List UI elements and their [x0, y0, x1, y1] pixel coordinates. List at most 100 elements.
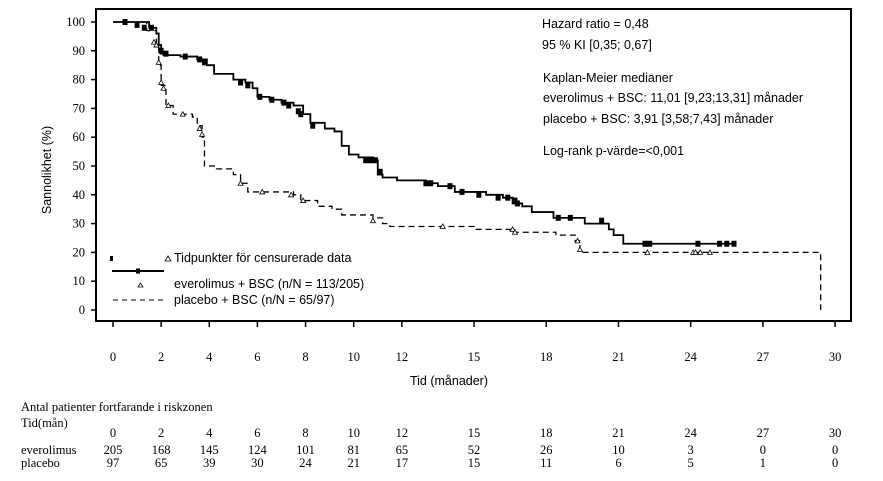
risk-table-time: 24 [684, 426, 697, 440]
risk-table-placebo-count: 11 [540, 456, 553, 470]
risk-table-time: 30 [828, 426, 842, 440]
x-tick-label: 4 [206, 350, 213, 364]
placebo-censor-mark [150, 38, 158, 45]
x-tick-label: 18 [540, 350, 553, 364]
risk-table-placebo-count: 65 [154, 456, 168, 470]
risk-table-everolimus-count: 0 [831, 443, 839, 457]
everolimus-censor-mark [286, 102, 292, 109]
everolimus-censor-mark [201, 59, 207, 66]
everolimus-censor-mark [134, 21, 140, 28]
risk-table-time: 6 [254, 426, 261, 440]
y-axis-label: Sannolikhet (%) [40, 126, 54, 214]
y-tick-label: 80 [73, 73, 86, 87]
everolimus-censor-mark [197, 56, 203, 63]
legend-censor-square-icon [110, 256, 113, 261]
everolimus-censor-mark [141, 24, 147, 31]
risk-table-placebo-count: 0 [831, 456, 839, 470]
risk-table-time: 15 [467, 426, 481, 440]
x-tick-label: 15 [468, 350, 481, 364]
x-tick-label: 21 [612, 350, 625, 364]
legend-placebo-label: placebo + BSC (n/N = 65/97) [174, 293, 335, 307]
everolimus-censor-mark [514, 200, 520, 207]
everolimus-censor-mark [245, 82, 251, 89]
x-tick-label: 12 [396, 350, 409, 364]
everolimus-censor-mark [310, 122, 316, 129]
everolimus-censor-mark [163, 50, 169, 57]
everolimus-censor-mark [257, 93, 263, 100]
placebo-censor-mark [369, 217, 377, 224]
risk-table-time: 21 [612, 426, 625, 440]
legend-everolimus-marker-icon [136, 268, 140, 274]
placebo-censor-mark [576, 246, 584, 252]
placebo-censor-mark [237, 179, 244, 186]
risk-table-everolimus-count: 10 [612, 443, 625, 457]
risk-table-everolimus-count: 205 [103, 443, 123, 457]
everolimus-censor-mark [567, 214, 573, 221]
y-tick-label: 0 [79, 303, 85, 317]
y-tick-label: 100 [66, 15, 85, 29]
risk-table-everolimus-count: 0 [759, 443, 766, 457]
placebo-censor-mark [155, 58, 162, 65]
annotation-box: Hazard ratio = 0,48 95 % KI [0,35; 0,67]… [542, 17, 803, 158]
placebo-censor-mark [198, 130, 206, 137]
everolimus-censor-mark [269, 96, 275, 103]
risk-table-placebo-count: 24 [299, 456, 312, 470]
risk-table-time: 8 [302, 426, 309, 440]
risk-table-placebo-count: 5 [687, 456, 694, 470]
placebo-censor-mark [259, 188, 266, 195]
x-tick-label: 0 [110, 350, 116, 364]
x-tick-label: 27 [757, 350, 770, 364]
risk-table-time: 27 [756, 426, 770, 440]
everolimus-censor-mark [476, 191, 482, 198]
risk-table-placebo-count: 17 [395, 456, 409, 470]
everolimus-censor-mark [505, 194, 511, 201]
x-tick-label: 30 [829, 350, 842, 364]
everolimus-censor-mark [459, 188, 465, 195]
placebo-censor-mark [692, 249, 699, 255]
risk-table-time-label: Tid(mån) [21, 416, 68, 430]
everolimus-censor-mark [495, 194, 501, 201]
km-medians-title: Kaplan-Meier medianer [543, 71, 673, 85]
placebo-censor-mark [697, 249, 704, 255]
placebo-censor-mark [299, 197, 307, 203]
legend-everolimus-label: everolimus + BSC (n/N = 113/205) [174, 277, 364, 291]
everolimus-censor-mark [281, 99, 287, 106]
logrank-text: Log-rank p-värde=<0,001 [543, 144, 684, 158]
risk-table-time: 0 [109, 426, 117, 440]
km-median-everolimus: everolimus + BSC: 11,01 [9,23;13,31] mån… [543, 91, 803, 105]
everolimus-censor-mark [363, 157, 369, 164]
placebo-censor-mark [706, 249, 714, 255]
everolimus-censor-mark [423, 180, 429, 187]
x-tick-label: 2 [158, 350, 164, 364]
y-tick-label: 10 [73, 274, 86, 288]
risk-table-everolimus-count: 26 [540, 443, 553, 457]
y-tick-label: 30 [73, 217, 86, 231]
risk-table-time: 12 [395, 426, 409, 440]
risk-table-title: Antal patienter fortfarande i riskzonen [21, 400, 213, 414]
confidence-interval-text: 95 % KI [0,35; 0,67] [542, 38, 652, 52]
everolimus-censor-mark [377, 168, 383, 175]
risk-table-placebo-count: 21 [347, 456, 360, 470]
risk-table-placebo-count: 97 [106, 456, 120, 470]
risk-table-time: 4 [206, 426, 213, 440]
placebo-censor-mark [287, 191, 295, 198]
everolimus-censor-mark [717, 240, 723, 247]
x-tick-label: 8 [302, 350, 308, 364]
x-tick-label: 6 [254, 350, 260, 364]
legend-censor-triangle-icon [164, 255, 172, 262]
x-axis: 0 2 4 6 8 10 12 15 18 21 24 27 30 [110, 321, 841, 364]
everolimus-censor-mark [238, 79, 244, 86]
everolimus-censor-mark [599, 217, 605, 224]
placebo-curve [113, 21, 822, 310]
everolimus-censor-mark [372, 157, 378, 164]
hazard-ratio-text: Hazard ratio = 0,48 [542, 17, 649, 31]
placebo-censor-mark [439, 223, 446, 229]
everolimus-censor-mark [158, 47, 164, 54]
y-tick-label: 60 [73, 130, 86, 144]
placebo-censor-mark [165, 102, 172, 108]
placebo-censor-mark [153, 41, 160, 48]
risk-table-everolimus-count: 101 [296, 443, 315, 457]
y-tick-label: 50 [73, 159, 86, 173]
risk-table-placebo-count: 30 [251, 456, 264, 470]
legend-triangle-icon [137, 282, 144, 288]
